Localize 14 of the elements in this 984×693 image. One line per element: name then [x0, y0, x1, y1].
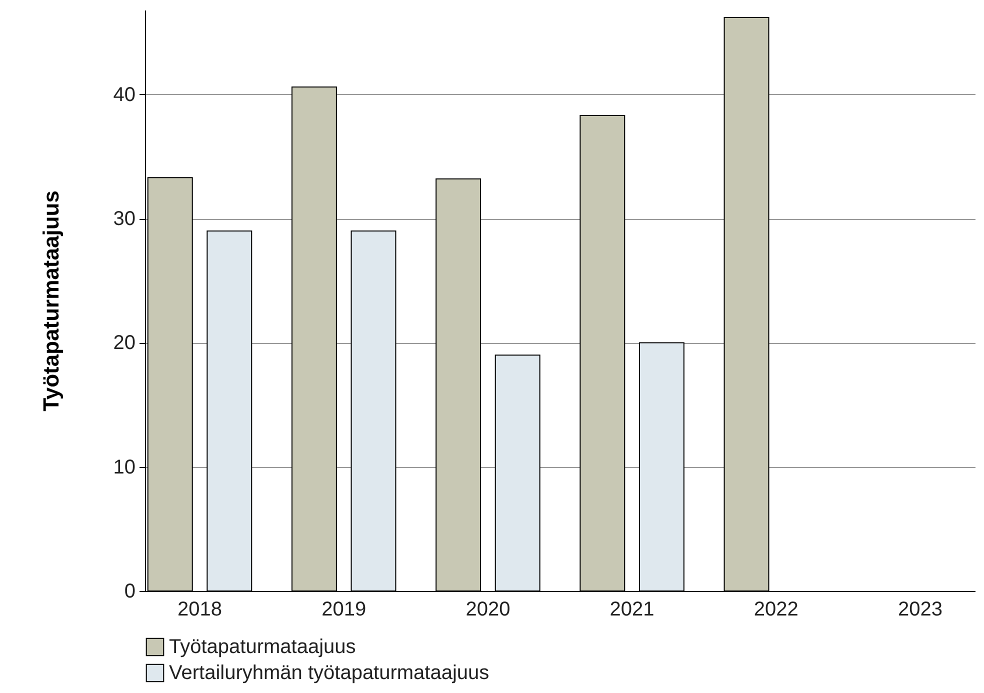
y-tick-label: 30 — [113, 208, 136, 230]
y-tick-label: 20 — [113, 332, 136, 354]
legend-label: Vertailuryhmän työtapaturmataajuus — [169, 662, 490, 684]
x-tick-label: 2018 — [178, 598, 222, 620]
x-tick-label: 2023 — [898, 598, 942, 620]
x-tick-label: 2022 — [754, 598, 798, 620]
y-tick-label: 40 — [113, 84, 136, 106]
x-tick-label: 2021 — [610, 598, 654, 620]
x-tick-label: 2020 — [466, 598, 510, 620]
y-tick-label: 10 — [113, 456, 136, 478]
x-tick-label: 2019 — [322, 598, 366, 620]
y-tick-label: 0 — [124, 580, 136, 602]
y-axis-title: Työtapaturmataajuus — [38, 190, 64, 412]
legend-label: Työtapaturmataajuus — [169, 636, 356, 658]
